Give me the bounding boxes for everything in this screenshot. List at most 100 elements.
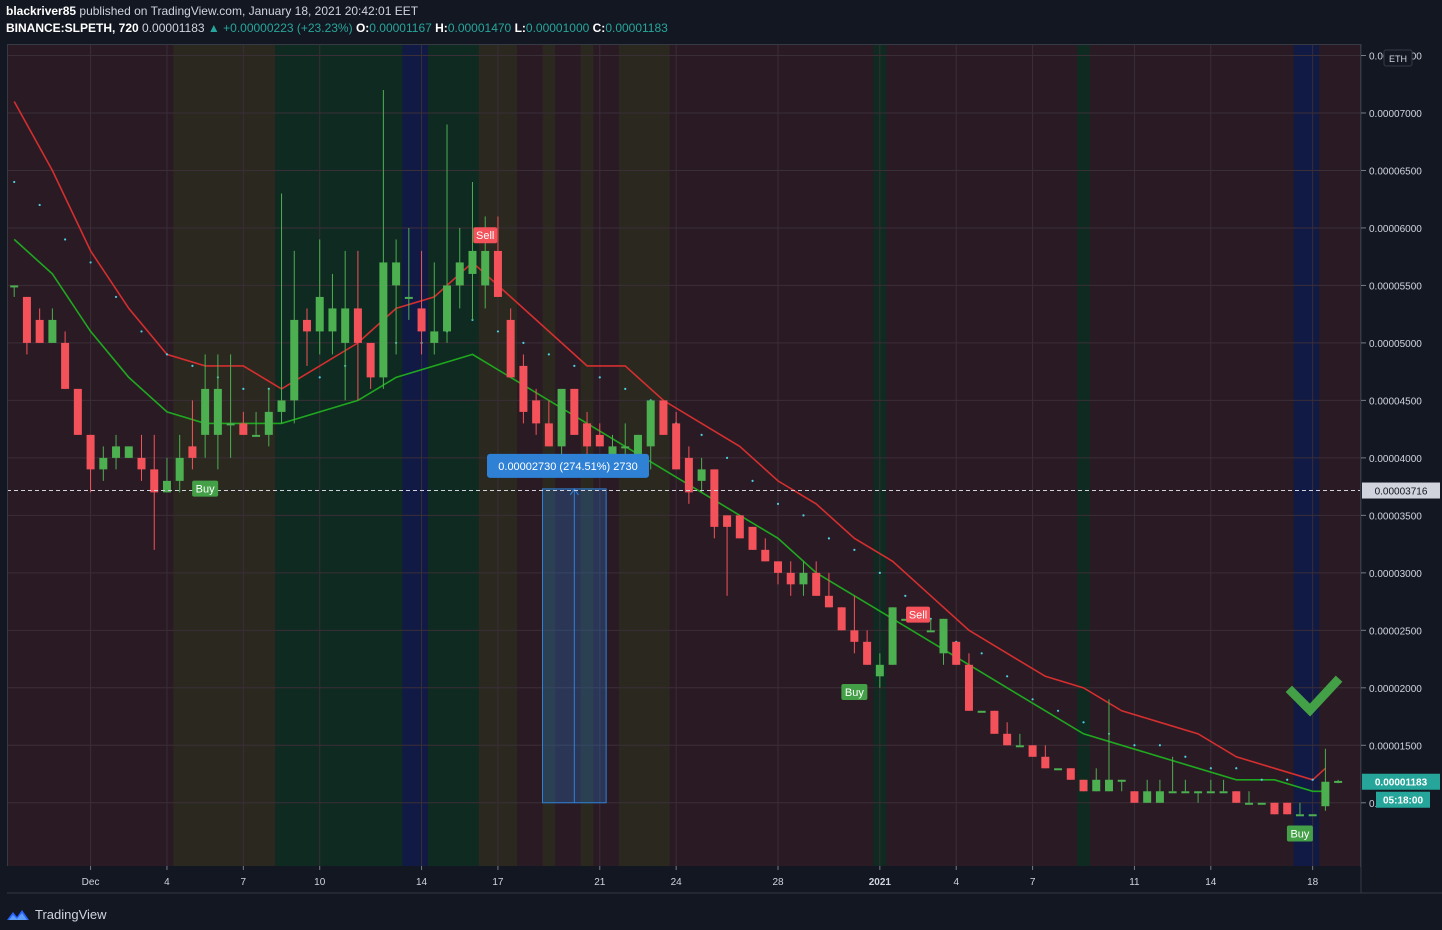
candle-body	[1270, 802, 1279, 815]
sar-dot	[980, 652, 983, 655]
sar-dot	[242, 387, 245, 390]
chart-header: blackriver85 published on TradingView.co…	[6, 3, 668, 37]
candle-body	[188, 446, 197, 458]
open-value: 0.00001167	[369, 21, 432, 35]
footer-brand[interactable]: TradingView	[6, 907, 107, 922]
candle-body	[379, 262, 388, 378]
currency-badge	[1383, 49, 1413, 67]
sar-dot	[827, 537, 831, 540]
candle-body	[1104, 779, 1113, 792]
hline-price-tag	[1362, 482, 1440, 499]
candle-body	[901, 618, 910, 621]
signal-box	[192, 480, 219, 497]
currency-label: ETH	[1389, 54, 1407, 64]
time-tick-label: 4	[164, 877, 170, 888]
last-price: 0.00001183	[142, 21, 205, 35]
sar-dot	[547, 353, 550, 356]
candle-body	[315, 296, 324, 332]
candle-body	[812, 572, 821, 596]
candle-body	[443, 285, 452, 332]
candle-body	[213, 388, 222, 435]
sar-dot	[496, 330, 500, 333]
candle-body	[481, 250, 490, 286]
sar-dot	[725, 456, 729, 459]
candle-body	[430, 331, 439, 343]
candle-body	[175, 457, 184, 481]
buy-signal: Buy	[841, 684, 868, 701]
candle-body	[621, 446, 630, 449]
candle-body	[544, 423, 553, 447]
publish-line: blackriver85 published on TradingView.co…	[6, 3, 668, 20]
time-tick-label: 11	[1129, 877, 1140, 888]
brand-name: TradingView	[35, 907, 107, 922]
candle-body	[1066, 768, 1075, 780]
candle-body	[799, 572, 808, 585]
candle-body	[863, 641, 872, 665]
sar-dot	[191, 364, 194, 368]
price-axis	[1361, 44, 1442, 866]
sar-dot	[1235, 767, 1238, 770]
background-band	[1077, 44, 1090, 866]
symbol-name[interactable]: BINANCE:SLPETH, 720	[6, 21, 139, 35]
candle-body	[302, 319, 311, 332]
candle-body	[977, 710, 986, 713]
candle-body	[366, 342, 375, 378]
candle-body	[1130, 791, 1139, 803]
sar-dot	[13, 180, 16, 184]
signal-label: Sell	[909, 610, 927, 622]
candle-body	[468, 250, 477, 274]
sar-dot	[522, 341, 525, 345]
price-tick-label: 0.00007000	[1369, 109, 1422, 120]
sar-dot	[1006, 675, 1009, 678]
candle-body	[1283, 802, 1292, 815]
hline-price-label: 0.00003716	[1375, 487, 1428, 498]
price-tick-label: 0.00003000	[1369, 569, 1422, 580]
price-tick-label: 0.00005000	[1369, 339, 1422, 350]
candle-body	[73, 388, 82, 435]
close-value: 0.00001183	[605, 21, 668, 35]
candle-body	[735, 515, 744, 539]
candle-body	[290, 319, 299, 401]
candle-body	[1206, 791, 1215, 794]
time-tick-label: 17	[492, 877, 504, 888]
measure-arrow-head	[569, 488, 579, 496]
candle-body	[990, 710, 999, 734]
candle-body	[684, 457, 693, 493]
candle-body	[608, 446, 617, 458]
candle-body	[1257, 802, 1266, 805]
time-tick-label: 18	[1307, 877, 1319, 888]
candle-body	[761, 549, 770, 562]
close-label: C:	[592, 21, 606, 35]
candle-body	[86, 434, 95, 470]
author-name[interactable]: blackriver85	[6, 4, 77, 18]
signal-box	[1286, 825, 1313, 842]
signal-box	[841, 684, 868, 701]
price-tick-label: 0.00004500	[1369, 396, 1422, 407]
candle-body	[1321, 781, 1330, 807]
candle-body	[1155, 791, 1164, 803]
buy-signal: Buy	[1286, 825, 1313, 842]
candle-body	[774, 561, 782, 573]
signal-label: Buy	[196, 484, 215, 496]
price-tick-label: 0.00002500	[1369, 626, 1422, 637]
time-tick-label: 4	[953, 877, 959, 888]
candle-body	[1308, 814, 1317, 817]
sar-dot	[573, 364, 576, 368]
candle-body	[786, 572, 795, 585]
sar-dot	[802, 514, 805, 517]
price-tick-label: 0.00002000	[1369, 684, 1422, 695]
candle-body	[1232, 791, 1241, 803]
sar-dot	[1184, 755, 1187, 758]
sar-dot	[1158, 744, 1161, 747]
background-band	[275, 44, 403, 866]
low-label: L:	[514, 21, 526, 35]
sar-dot	[114, 295, 118, 299]
signal-label: Buy	[845, 687, 864, 699]
sar-dot	[140, 330, 143, 333]
sar-dot	[624, 387, 627, 390]
candle-body	[1003, 733, 1012, 746]
candle-body	[710, 469, 719, 527]
background-band	[1293, 44, 1320, 866]
ema-green-line	[13, 238, 1326, 793]
